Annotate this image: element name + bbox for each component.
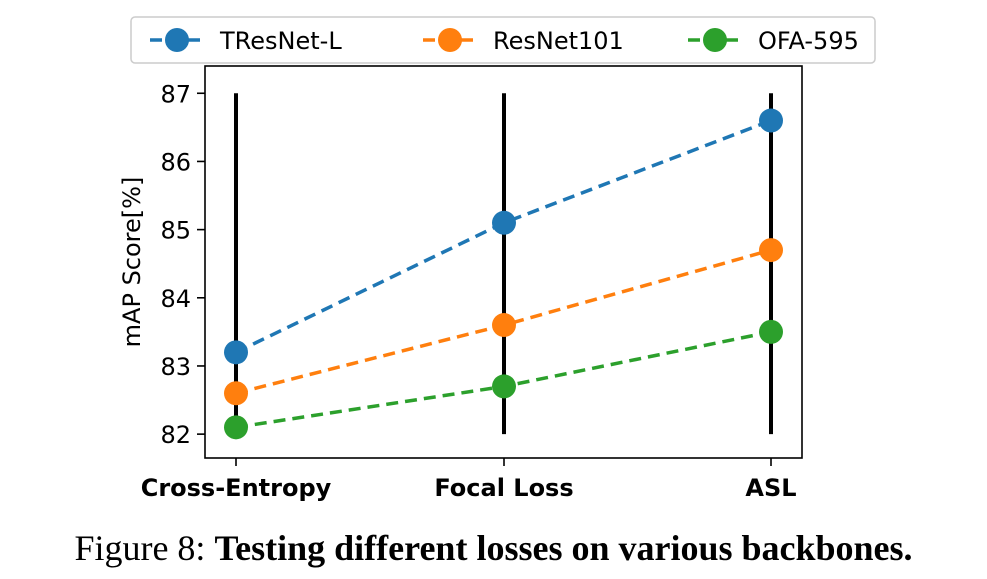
- x-tick-label: Focal Loss: [434, 474, 573, 502]
- data-point: [492, 374, 516, 399]
- caption-prefix: Figure 8:: [74, 528, 215, 568]
- figure-caption: Figure 8: Testing different losses on va…: [0, 527, 987, 569]
- legend-marker: [165, 28, 189, 52]
- x-tick-label: ASL: [745, 474, 796, 502]
- data-point: [759, 108, 783, 133]
- caption-title: Testing different losses on various back…: [214, 528, 913, 568]
- y-axis: 82 83 84 85 86 87: [160, 80, 205, 449]
- legend-label: OFA-595: [758, 27, 859, 55]
- data-point: [224, 340, 248, 365]
- data-point: [492, 313, 516, 338]
- data-point: [224, 415, 248, 440]
- y-axis-label: mAP Score[%]: [118, 177, 146, 348]
- x-tick-label: Cross-Entropy: [141, 474, 332, 502]
- y-tick-label: 87: [160, 80, 191, 108]
- y-tick-label: 86: [160, 148, 191, 176]
- data-point: [759, 238, 783, 263]
- y-tick-label: 82: [160, 421, 191, 449]
- data-point: [759, 319, 783, 344]
- legend-label: TResNet-L: [219, 27, 342, 55]
- legend-frame: [130, 16, 876, 64]
- y-tick-label: 85: [160, 217, 191, 245]
- x-axis: Cross-Entropy Focal Loss ASL: [141, 458, 797, 502]
- data-point: [224, 381, 248, 406]
- legend-marker: [438, 28, 462, 52]
- legend-marker: [703, 28, 727, 52]
- series-line: [235, 118, 772, 354]
- legend-label: ResNet101: [493, 27, 624, 55]
- series-points: [224, 108, 783, 440]
- y-tick-label: 84: [160, 285, 191, 313]
- legend: TResNet-L ResNet101 OFA-595: [130, 16, 876, 64]
- y-tick-label: 83: [160, 353, 191, 381]
- data-point: [492, 210, 516, 235]
